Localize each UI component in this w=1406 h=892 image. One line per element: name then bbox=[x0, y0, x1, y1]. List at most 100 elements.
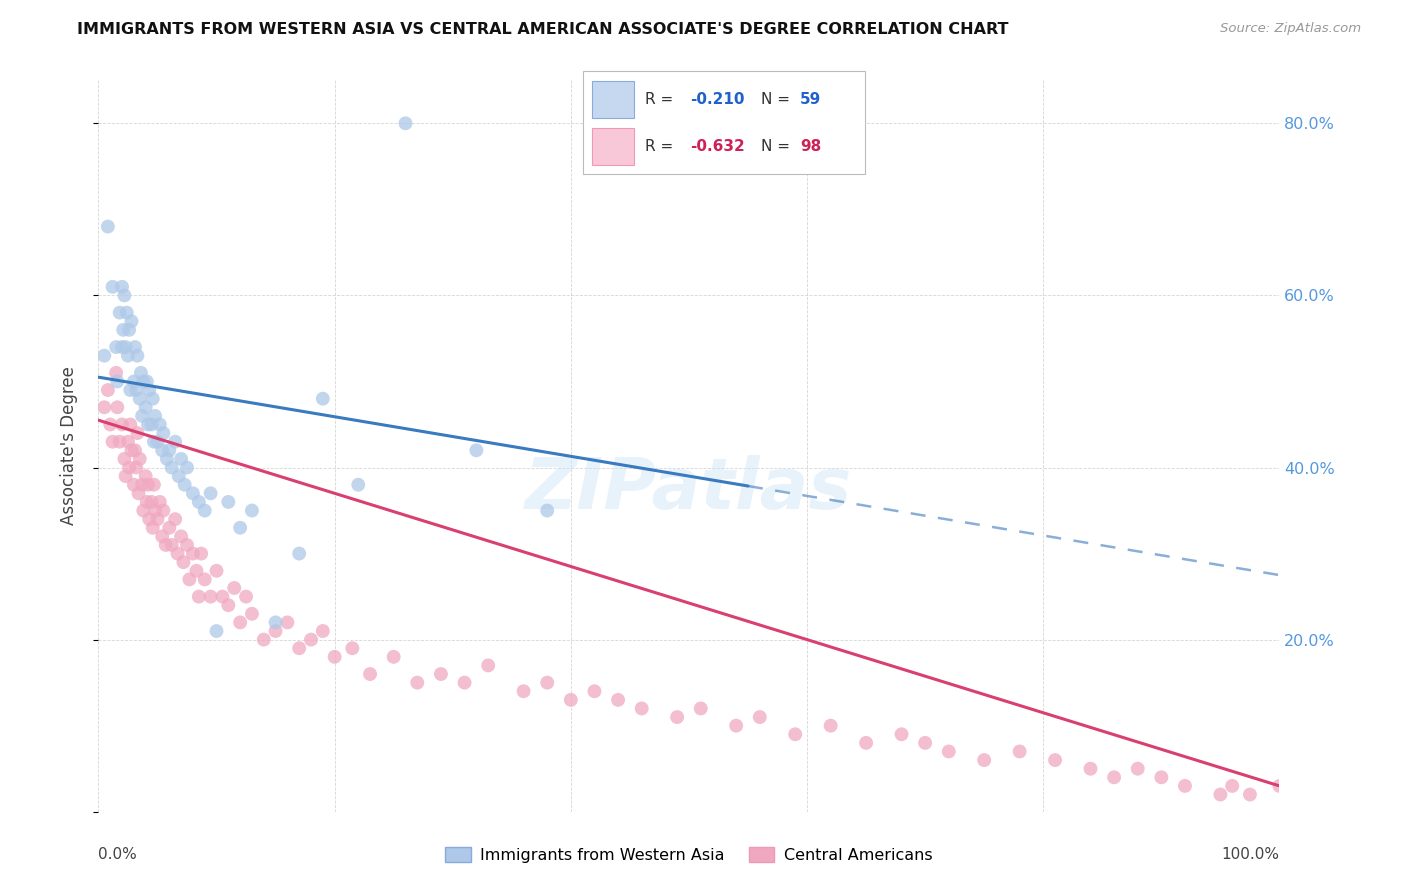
Point bbox=[299, 632, 322, 647]
Point bbox=[187, 590, 209, 604]
Point bbox=[108, 305, 131, 319]
Point bbox=[124, 340, 146, 354]
Point bbox=[170, 451, 193, 466]
Point bbox=[118, 323, 141, 337]
Text: 98: 98 bbox=[800, 139, 821, 153]
Point bbox=[312, 624, 335, 638]
Text: 0.0%: 0.0% bbox=[98, 847, 138, 863]
Point bbox=[122, 375, 145, 389]
Point bbox=[114, 340, 136, 354]
Point bbox=[229, 615, 252, 630]
Point bbox=[785, 727, 807, 741]
Point bbox=[1102, 770, 1125, 784]
Point bbox=[160, 538, 183, 552]
Point bbox=[217, 495, 239, 509]
Legend: Immigrants from Western Asia, Central Americans: Immigrants from Western Asia, Central Am… bbox=[439, 840, 939, 870]
Point bbox=[135, 495, 157, 509]
Point bbox=[160, 460, 183, 475]
Point bbox=[264, 624, 287, 638]
Point bbox=[224, 581, 246, 595]
FancyBboxPatch shape bbox=[592, 128, 634, 165]
FancyBboxPatch shape bbox=[583, 71, 865, 174]
Point bbox=[142, 434, 165, 449]
Point bbox=[536, 675, 558, 690]
Point bbox=[536, 503, 558, 517]
Point bbox=[135, 469, 157, 483]
Point bbox=[477, 658, 499, 673]
Point bbox=[101, 280, 124, 294]
Point bbox=[132, 503, 155, 517]
Point bbox=[128, 451, 150, 466]
Point bbox=[253, 632, 276, 647]
Point bbox=[105, 366, 128, 380]
Point bbox=[1043, 753, 1066, 767]
Text: ZIPatlas: ZIPatlas bbox=[526, 456, 852, 524]
Point bbox=[288, 641, 311, 656]
Point bbox=[1239, 788, 1261, 802]
Point bbox=[583, 684, 606, 698]
Point bbox=[973, 753, 995, 767]
Point bbox=[120, 383, 142, 397]
Point bbox=[1126, 762, 1149, 776]
Point bbox=[124, 443, 146, 458]
Point bbox=[1008, 744, 1031, 758]
Point bbox=[132, 375, 155, 389]
Text: Source: ZipAtlas.com: Source: ZipAtlas.com bbox=[1220, 22, 1361, 36]
Point bbox=[136, 417, 159, 432]
Point bbox=[146, 434, 169, 449]
Y-axis label: Associate's Degree: Associate's Degree bbox=[59, 367, 77, 525]
Point bbox=[725, 719, 748, 733]
Point bbox=[112, 323, 135, 337]
Point bbox=[689, 701, 711, 715]
Point bbox=[1174, 779, 1197, 793]
Point bbox=[136, 477, 159, 491]
Point bbox=[560, 693, 582, 707]
Point bbox=[142, 392, 165, 406]
Point bbox=[1209, 788, 1232, 802]
Point bbox=[179, 573, 201, 587]
Point bbox=[173, 477, 195, 491]
Point bbox=[342, 641, 364, 656]
Point bbox=[111, 417, 134, 432]
Point bbox=[465, 443, 488, 458]
Point bbox=[105, 340, 128, 354]
Point bbox=[108, 434, 131, 449]
Point bbox=[630, 701, 652, 715]
Point bbox=[205, 564, 228, 578]
Point bbox=[135, 375, 157, 389]
Point bbox=[200, 590, 222, 604]
Point bbox=[453, 675, 475, 690]
Point bbox=[117, 434, 139, 449]
Text: -0.210: -0.210 bbox=[690, 92, 745, 106]
Point bbox=[156, 451, 179, 466]
Point bbox=[125, 460, 148, 475]
Point bbox=[165, 434, 187, 449]
Text: R =: R = bbox=[645, 92, 679, 106]
Point bbox=[430, 667, 453, 681]
Point bbox=[276, 615, 298, 630]
Point bbox=[1268, 779, 1291, 793]
Point bbox=[1080, 762, 1102, 776]
Point bbox=[170, 529, 193, 543]
Point bbox=[122, 477, 145, 491]
Point bbox=[190, 547, 212, 561]
Point bbox=[111, 340, 134, 354]
Text: -0.632: -0.632 bbox=[690, 139, 745, 153]
Point bbox=[157, 443, 180, 458]
Point bbox=[97, 383, 120, 397]
Point bbox=[121, 443, 143, 458]
Point bbox=[135, 401, 157, 415]
Text: IMMIGRANTS FROM WESTERN ASIA VS CENTRAL AMERICAN ASSOCIATE'S DEGREE CORRELATION : IMMIGRANTS FROM WESTERN ASIA VS CENTRAL … bbox=[77, 22, 1010, 37]
Point bbox=[157, 521, 180, 535]
Point bbox=[167, 469, 190, 483]
Point bbox=[512, 684, 534, 698]
Point bbox=[205, 624, 228, 638]
Point bbox=[112, 288, 135, 302]
Point bbox=[114, 469, 136, 483]
Point bbox=[235, 590, 257, 604]
Point bbox=[117, 349, 139, 363]
Point bbox=[172, 555, 194, 569]
Point bbox=[97, 219, 120, 234]
Point bbox=[394, 116, 416, 130]
Point bbox=[93, 349, 115, 363]
